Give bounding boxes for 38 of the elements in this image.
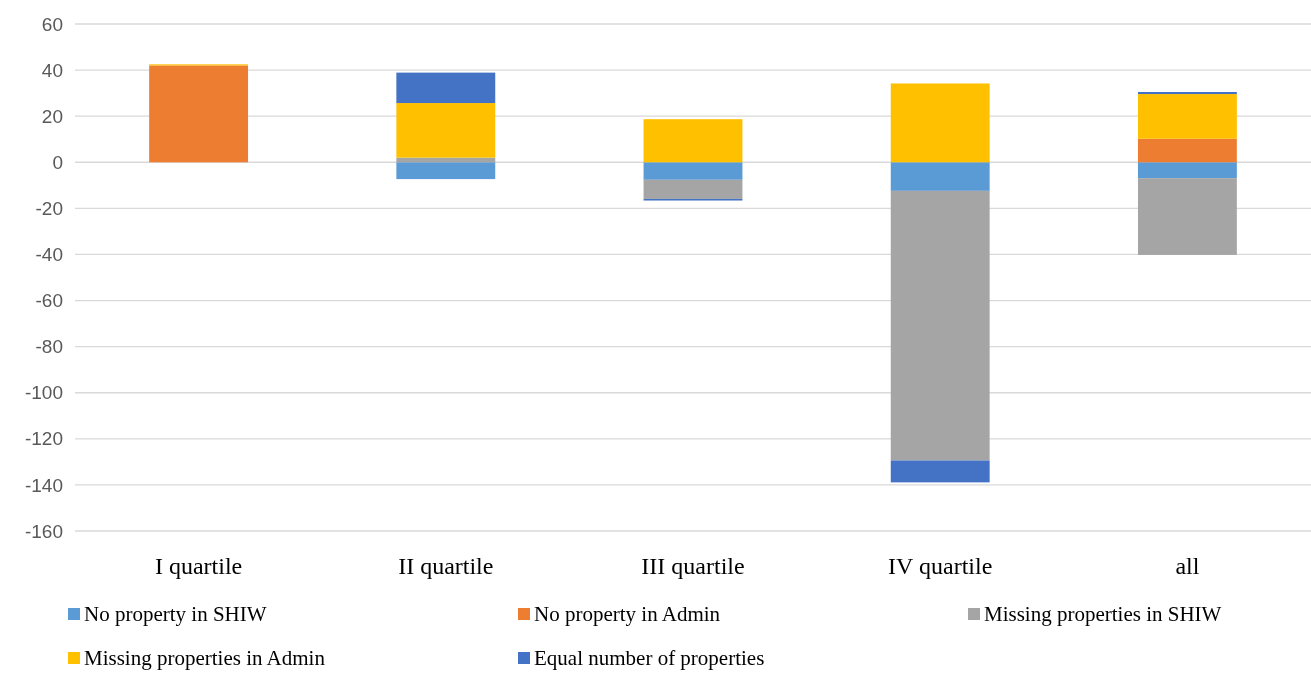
y-tick-label: -60: [35, 290, 63, 312]
x-tick-label: I quartile: [154, 553, 243, 579]
y-tick-label: -100: [24, 382, 63, 404]
legend-label: Missing properties in Admin: [84, 646, 326, 670]
y-tick-label: 0: [52, 151, 63, 173]
y-tick-label: -120: [24, 428, 63, 450]
x-tick-label: III quartile: [641, 553, 745, 579]
x-tick-label: IV quartile: [888, 553, 993, 579]
bar: [643, 179, 743, 199]
bar: [890, 460, 990, 483]
legend-label: Missing properties in SHIW: [984, 602, 1222, 626]
y-tick-label: 60: [41, 13, 63, 35]
y-tick-label: -20: [35, 198, 63, 220]
bar: [890, 83, 990, 163]
bar: [1137, 94, 1237, 139]
bar: [643, 162, 743, 180]
bar: [1137, 138, 1237, 163]
y-tick-label: 20: [41, 105, 63, 127]
y-tick-label: -80: [35, 336, 63, 358]
bar: [1137, 178, 1237, 255]
x-tick-label: II quartile: [398, 553, 494, 579]
y-tick-label: -140: [24, 474, 63, 496]
legend-label: No property in SHIW: [84, 602, 267, 626]
bar: [396, 162, 496, 180]
x-tick-label: all: [1175, 553, 1200, 579]
legend-label: No property in Admin: [534, 602, 721, 626]
bar: [1137, 91, 1237, 95]
bar: [643, 119, 743, 163]
bar: [396, 103, 496, 158]
bar: [890, 162, 990, 191]
y-tick-label: -160: [24, 520, 63, 542]
y-tick-label: 40: [41, 59, 63, 81]
bar: [890, 190, 990, 461]
legend-label: Equal number of properties: [534, 646, 765, 670]
bar: [149, 65, 249, 163]
bar: [396, 72, 496, 104]
y-tick-label: -40: [35, 244, 63, 266]
bar: [1137, 162, 1237, 179]
